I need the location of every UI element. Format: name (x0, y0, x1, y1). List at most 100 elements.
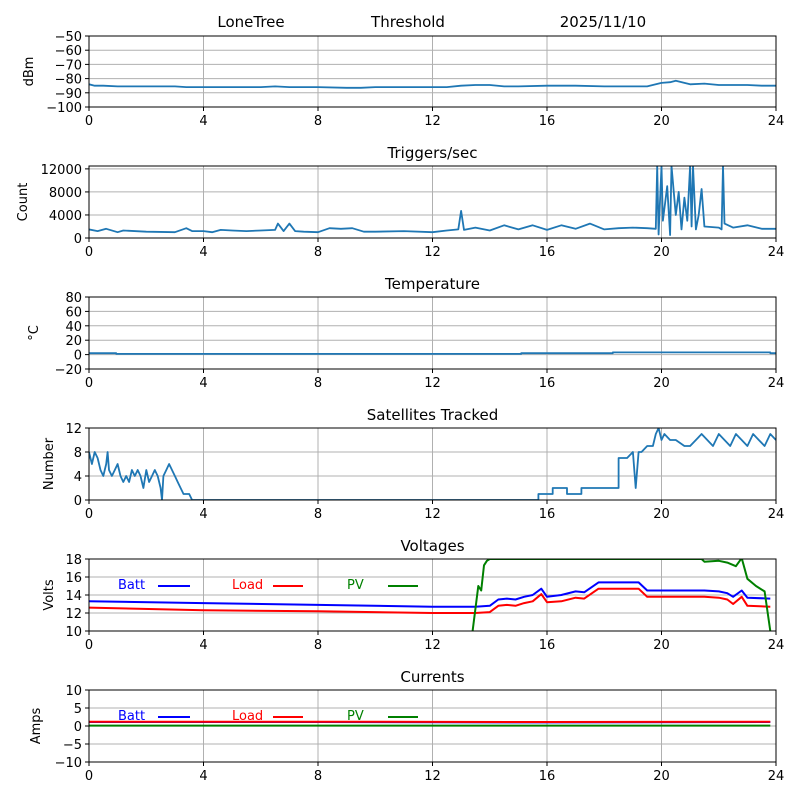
x-tick-label: 4 (199, 376, 207, 391)
x-tick-label: 24 (768, 245, 785, 260)
x-tick-label: 8 (314, 376, 322, 391)
x-tick-label: 12 (424, 114, 441, 129)
legend-label-pv: PV (347, 709, 364, 724)
y-tick-label: 0 (74, 494, 82, 509)
x-tick-label: 16 (539, 638, 556, 653)
x-tick-label: 20 (653, 376, 670, 391)
y-tick-label: 8 (74, 446, 82, 461)
legend-label-load: Load (232, 578, 263, 593)
x-tick-label: 16 (539, 376, 556, 391)
x-tick-label: 0 (85, 769, 93, 784)
x-tick-label: 20 (653, 638, 670, 653)
x-tick-label: 4 (199, 245, 207, 260)
panel-signal: 0 4 8 12 16 20 24 −100−90−80−70−60−50 dBm (22, 30, 784, 129)
y-tick-label: 0 (74, 720, 82, 735)
x-tick-label: 12 (424, 376, 441, 391)
legend-label-pv: PV (347, 578, 364, 593)
y-tick-label: 18 (65, 553, 82, 568)
y-axis-label: Number (42, 437, 57, 490)
x-tick-label: 20 (653, 769, 670, 784)
series-line-batt (89, 581, 771, 608)
x-tick-label: 8 (314, 114, 322, 129)
x-tick-label: 16 (539, 507, 556, 522)
x-tick-label: 0 (85, 114, 93, 129)
y-tick-label: −70 (55, 58, 82, 73)
x-tick-label: 4 (199, 507, 207, 522)
y-tick-label: −20 (55, 363, 82, 378)
y-tick-label: 8000 (49, 186, 82, 201)
x-tick-label: 4 (199, 769, 207, 784)
y-tick-label: 12 (65, 422, 82, 437)
series-line-load (89, 587, 771, 614)
panel-title: Satellites Tracked (367, 406, 498, 424)
y-axis-label: dBm (22, 57, 37, 87)
header-station: LoneTree (217, 13, 284, 31)
y-tick-label: 0 (74, 349, 82, 364)
series-line-dbm (89, 79, 776, 89)
y-axis-label: Amps (29, 707, 44, 744)
x-tick-label: 16 (539, 769, 556, 784)
y-tick-label: 10 (65, 625, 82, 640)
y-tick-label: −80 (55, 73, 82, 88)
panel-triggers: 0 4 8 12 16 20 24 0 4000 8000 12000 Triggers/sec Cou… (16, 144, 784, 260)
y-axis-label: °C (27, 325, 42, 341)
x-tick-label: 0 (85, 638, 93, 653)
series-line-temperature (89, 351, 776, 355)
y-tick-label: 80 (65, 291, 82, 306)
x-tick-label: 12 (424, 769, 441, 784)
y-tick-label: 4 (74, 470, 82, 485)
y-axis-label: Volts (42, 579, 57, 611)
series-line-count (89, 166, 776, 237)
y-tick-label: 12000 (41, 163, 82, 178)
x-tick-label: 20 (653, 245, 670, 260)
legend-label-batt: Batt (118, 578, 145, 593)
x-tick-label: 12 (424, 245, 441, 260)
y-tick-label: −10 (55, 756, 82, 771)
y-tick-label: −50 (55, 30, 82, 45)
legend-label-load: Load (232, 709, 263, 724)
x-tick-label: 4 (199, 638, 207, 653)
y-tick-label: 12 (65, 607, 82, 622)
header-mode: Threshold (370, 13, 445, 31)
y-tick-label: 16 (65, 571, 82, 586)
panel-currents: 0 4 8 12 16 20 24 −10 −5 0 5 10 Currents Amps Batt Load… (29, 668, 784, 784)
x-tick-label: 24 (768, 114, 785, 129)
x-tick-label: 0 (85, 376, 93, 391)
x-tick-label: 20 (653, 114, 670, 129)
y-tick-label: 4000 (49, 209, 82, 224)
x-tick-label: 24 (768, 376, 785, 391)
x-tick-label: 0 (85, 507, 93, 522)
x-tick-label: 12 (424, 507, 441, 522)
panel-title: Triggers/sec (387, 144, 478, 162)
y-tick-label: 20 (65, 334, 82, 349)
y-tick-label: −90 (55, 87, 82, 102)
series-line-number (89, 428, 776, 500)
x-tick-label: 24 (768, 638, 785, 653)
panel-voltages: 0 4 8 12 16 20 24 10 12 14 16 18 Voltages Volts Batt Lo… (42, 537, 784, 653)
panel-satellites: 0 4 8 12 16 20 24 0 4 8 12 Satellites Tracked Number (42, 406, 784, 522)
x-tick-label: 16 (539, 114, 556, 129)
x-tick-label: 12 (424, 638, 441, 653)
x-tick-label: 24 (768, 507, 785, 522)
y-tick-label: 60 (65, 305, 82, 320)
panel-title: Voltages (400, 537, 464, 555)
y-tick-label: 40 (65, 320, 82, 335)
x-tick-label: 8 (314, 769, 322, 784)
y-tick-label: 5 (74, 702, 82, 717)
x-tick-label: 4 (199, 114, 207, 129)
y-tick-label: −100 (46, 101, 82, 116)
panel-title: Temperature (384, 275, 480, 293)
x-tick-label: 0 (85, 245, 93, 260)
y-tick-label: −60 (55, 44, 82, 59)
x-tick-label: 24 (768, 769, 785, 784)
legend-label-batt: Batt (118, 709, 145, 724)
x-tick-label: 16 (539, 245, 556, 260)
x-tick-label: 8 (314, 245, 322, 260)
y-axis-label: Count (16, 183, 31, 222)
header-date: 2025/11/10 (560, 13, 646, 31)
panel-title: Currents (400, 668, 464, 686)
y-tick-label: −5 (63, 738, 82, 753)
series-line-pv (471, 559, 772, 631)
